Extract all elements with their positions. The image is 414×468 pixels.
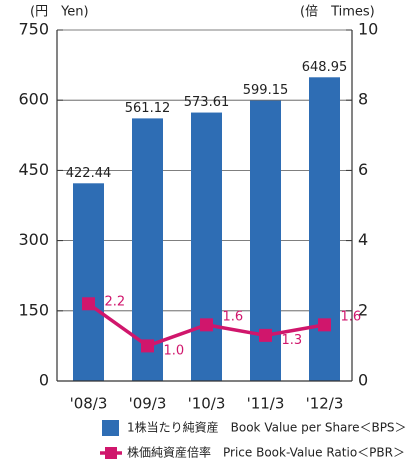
y2-tick-label: 10 — [358, 20, 378, 39]
x-tick-label: '12/3 — [306, 395, 344, 413]
x-tick-label: '08/3 — [70, 395, 108, 413]
y2-tick-label: 2 — [358, 300, 368, 319]
y2-tick-label: 4 — [358, 230, 368, 249]
bar-value-label: 573.61 — [184, 95, 230, 110]
line-value-label: 1.3 — [282, 333, 303, 348]
legend-label: 株価純資産倍率 Price Book-Value Ratio＜PBR＞ — [127, 445, 405, 460]
y-tick-label: 450 — [18, 160, 49, 179]
y-tick-label: 600 — [18, 90, 49, 109]
bar-value-label: 422.44 — [66, 166, 112, 181]
bar — [191, 112, 222, 381]
line-value-label: 1.0 — [164, 343, 185, 358]
y2-tick-label: 6 — [358, 160, 368, 179]
y-tick-label: 300 — [18, 230, 49, 249]
line-marker — [259, 328, 272, 342]
y-tick-label: 0 — [39, 371, 49, 390]
bar-value-label: 599.15 — [243, 83, 289, 98]
legend-swatch — [102, 420, 119, 436]
bar-value-label: 561.12 — [125, 101, 171, 116]
line-value-label: 1.6 — [223, 309, 244, 324]
bar — [73, 183, 104, 381]
y-axis-label: (円 Yen) — [30, 5, 89, 20]
x-tick-label: '11/3 — [247, 395, 285, 413]
bar-value-label: 648.95 — [302, 60, 348, 75]
line-marker — [141, 339, 154, 353]
line-value-label: 1.6 — [341, 309, 362, 324]
legend-marker — [105, 447, 117, 459]
x-tick-label: '10/3 — [188, 395, 226, 413]
x-tick-label: '09/3 — [129, 395, 167, 413]
y-tick-label: 150 — [18, 300, 49, 319]
y2-tick-label: 0 — [358, 371, 368, 390]
line-marker — [318, 318, 331, 332]
y-tick-label: 750 — [18, 20, 49, 39]
line-marker — [200, 318, 213, 332]
line-value-label: 2.2 — [105, 294, 126, 309]
bar — [309, 77, 340, 382]
legend-label: 1株当たり純資産 Book Value per Share＜BPS＞ — [127, 420, 407, 435]
y2-axis-label: (倍 Times) — [300, 5, 375, 20]
line-marker — [82, 297, 95, 311]
y2-tick-label: 8 — [358, 90, 368, 109]
